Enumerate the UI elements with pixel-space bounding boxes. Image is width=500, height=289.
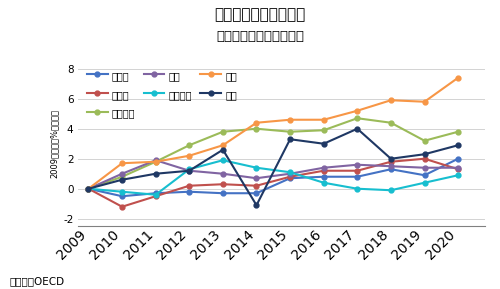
米国 — [220, 148, 226, 151]
米国 — [455, 144, 461, 147]
英国 — [287, 172, 293, 175]
カナダ — [186, 190, 192, 193]
カナダ — [354, 175, 360, 179]
カナダ — [422, 173, 428, 177]
英国 — [422, 166, 428, 169]
米国 — [388, 157, 394, 160]
日本 — [354, 109, 360, 112]
フランス — [388, 121, 394, 125]
英国 — [254, 177, 260, 180]
Y-axis label: 2009年対比：%ポイント: 2009年対比：%ポイント — [50, 109, 59, 178]
イタリア — [455, 173, 461, 177]
日本 — [186, 154, 192, 158]
フランス — [86, 187, 91, 190]
Line: 日本: 日本 — [86, 75, 461, 191]
フランス — [220, 130, 226, 134]
日本 — [220, 144, 226, 147]
フランス — [152, 160, 158, 164]
ドイツ — [186, 184, 192, 188]
ドイツ — [422, 157, 428, 160]
カナダ — [287, 177, 293, 180]
Line: フランス: フランス — [86, 116, 461, 191]
フランス — [119, 175, 125, 179]
カナダ — [320, 175, 326, 179]
Text: 国民負担率の国際比較: 国民負担率の国際比較 — [214, 7, 306, 22]
ドイツ — [254, 184, 260, 188]
米国 — [152, 172, 158, 175]
イタリア — [388, 188, 394, 192]
イタリア — [354, 187, 360, 190]
Line: イタリア: イタリア — [86, 158, 461, 197]
イタリア — [254, 166, 260, 169]
英国 — [119, 172, 125, 175]
日本 — [320, 118, 326, 121]
英国 — [455, 166, 461, 169]
日本 — [152, 160, 158, 164]
フランス — [422, 139, 428, 142]
英国 — [320, 166, 326, 169]
英国 — [86, 187, 91, 190]
日本 — [119, 162, 125, 165]
英国 — [152, 158, 158, 162]
米国 — [422, 153, 428, 156]
Line: ドイツ: ドイツ — [86, 156, 461, 209]
イタリア — [86, 187, 91, 190]
イタリア — [320, 181, 326, 184]
米国 — [119, 178, 125, 181]
ドイツ — [320, 169, 326, 173]
Line: 英国: 英国 — [86, 158, 461, 191]
日本 — [388, 99, 394, 102]
Text: ～日本の上昇が著しい～: ～日本の上昇が著しい～ — [216, 30, 304, 43]
米国 — [254, 203, 260, 207]
カナダ — [254, 192, 260, 195]
ドイツ — [455, 168, 461, 171]
イタリア — [422, 181, 428, 184]
日本 — [86, 187, 91, 190]
ドイツ — [287, 175, 293, 179]
フランス — [186, 144, 192, 147]
イタリア — [220, 158, 226, 162]
フランス — [254, 127, 260, 130]
ドイツ — [220, 182, 226, 186]
Line: カナダ: カナダ — [86, 156, 461, 199]
Text: （出所）OECD: （出所）OECD — [10, 276, 65, 286]
ドイツ — [119, 205, 125, 208]
米国 — [354, 127, 360, 130]
ドイツ — [86, 187, 91, 190]
ドイツ — [354, 169, 360, 173]
Line: 米国: 米国 — [86, 126, 461, 208]
カナダ — [86, 187, 91, 190]
米国 — [287, 138, 293, 141]
カナダ — [119, 194, 125, 198]
フランス — [354, 116, 360, 120]
英国 — [220, 172, 226, 175]
Legend: カナダ, ドイツ, フランス, 英国, イタリア, 日本, 米国: カナダ, ドイツ, フランス, 英国, イタリア, 日本, 米国 — [86, 68, 238, 120]
イタリア — [119, 190, 125, 193]
カナダ — [388, 168, 394, 171]
イタリア — [287, 171, 293, 174]
ドイツ — [152, 194, 158, 198]
英国 — [388, 164, 394, 168]
フランス — [320, 129, 326, 132]
イタリア — [186, 168, 192, 171]
イタリア — [152, 193, 158, 197]
ドイツ — [388, 160, 394, 164]
英国 — [354, 163, 360, 166]
日本 — [254, 121, 260, 125]
米国 — [320, 142, 326, 145]
米国 — [186, 169, 192, 173]
英国 — [186, 169, 192, 173]
日本 — [287, 118, 293, 121]
フランス — [455, 130, 461, 134]
フランス — [287, 130, 293, 134]
日本 — [455, 76, 461, 79]
カナダ — [220, 192, 226, 195]
カナダ — [455, 157, 461, 160]
日本 — [422, 100, 428, 103]
カナダ — [152, 192, 158, 195]
米国 — [86, 187, 91, 190]
